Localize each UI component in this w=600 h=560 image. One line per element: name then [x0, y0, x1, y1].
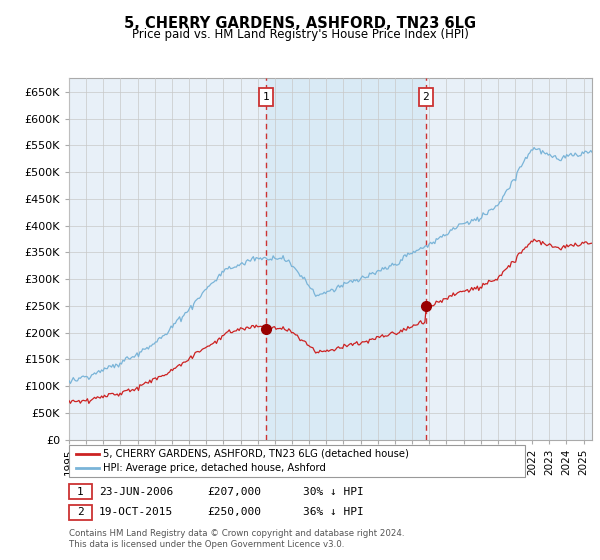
Text: 1: 1 — [77, 487, 84, 497]
Text: 2: 2 — [77, 507, 84, 517]
Text: £250,000: £250,000 — [207, 507, 261, 517]
Text: 19-OCT-2015: 19-OCT-2015 — [99, 507, 173, 517]
Text: 36% ↓ HPI: 36% ↓ HPI — [303, 507, 364, 517]
Text: 30% ↓ HPI: 30% ↓ HPI — [303, 487, 364, 497]
Text: 23-JUN-2006: 23-JUN-2006 — [99, 487, 173, 497]
Text: 2: 2 — [422, 92, 429, 102]
Text: HPI: Average price, detached house, Ashford: HPI: Average price, detached house, Ashf… — [103, 463, 325, 473]
Bar — [266, 78, 426, 440]
Text: 5, CHERRY GARDENS, ASHFORD, TN23 6LG: 5, CHERRY GARDENS, ASHFORD, TN23 6LG — [124, 16, 476, 31]
Text: Contains HM Land Registry data © Crown copyright and database right 2024.
This d: Contains HM Land Registry data © Crown c… — [69, 529, 404, 549]
Text: 5, CHERRY GARDENS, ASHFORD, TN23 6LG (detached house): 5, CHERRY GARDENS, ASHFORD, TN23 6LG (de… — [103, 449, 409, 459]
Text: Price paid vs. HM Land Registry's House Price Index (HPI): Price paid vs. HM Land Registry's House … — [131, 28, 469, 41]
Text: £207,000: £207,000 — [207, 487, 261, 497]
Text: 1: 1 — [263, 92, 269, 102]
